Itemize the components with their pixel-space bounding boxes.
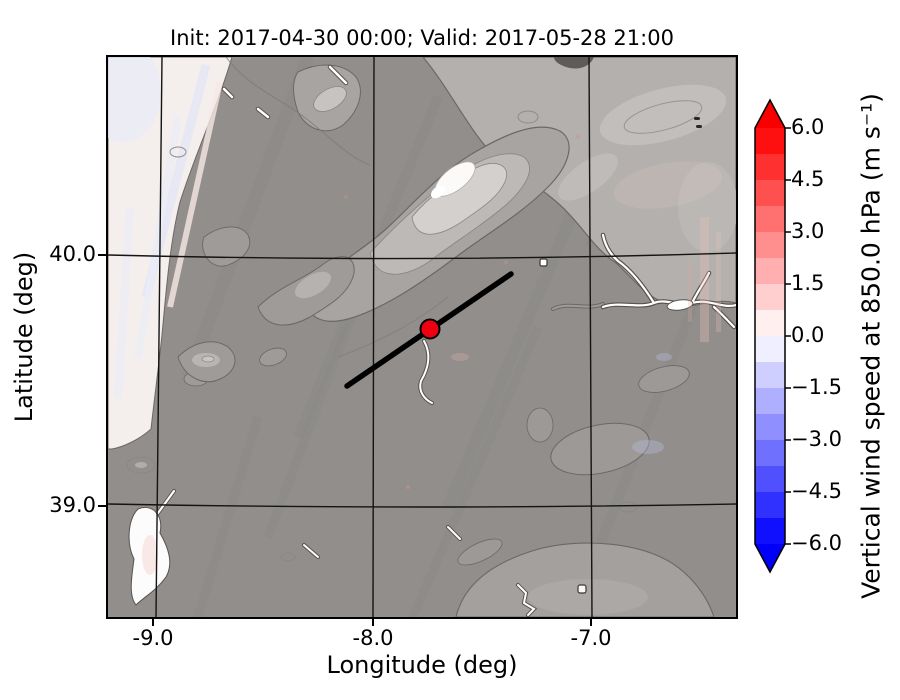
- y-tick-mark: [98, 254, 106, 256]
- river-south: [516, 583, 538, 617]
- colorbar-tick-label: 6.0: [791, 115, 825, 139]
- colorbar-tick-label: 3.0: [791, 219, 825, 243]
- colorbar-tick-label: −1.5: [791, 375, 842, 399]
- plot-title: Init: 2017-04-30 00:00; Valid: 2017-05-2…: [170, 26, 674, 50]
- gridline-lon-9: [155, 57, 163, 617]
- gridline-lon-7: [588, 57, 593, 617]
- y-tick-label: 39.0: [49, 493, 96, 517]
- gridline-lat-39: [108, 503, 736, 508]
- x-tick-mark: [372, 619, 374, 626]
- tagus-estuary: [128, 489, 176, 606]
- colorbar-tick-label: 4.5: [791, 167, 825, 191]
- colorbar-tick-label: 1.5: [791, 271, 825, 295]
- wind-field-tints: [344, 135, 723, 489]
- location-marker: [419, 318, 441, 340]
- colorbar-segments: [755, 128, 785, 544]
- x-tick-label: -7.0: [570, 626, 612, 650]
- y-axis-label: Latitude (deg): [10, 251, 38, 423]
- map-axes: [106, 55, 738, 619]
- rivers: [128, 64, 736, 617]
- x-tick-mark: [152, 619, 154, 626]
- colorbar-tick-label: −4.5: [791, 479, 842, 503]
- colorbar-label: Vertical wind speed at 850.0 hPa (m s⁻¹): [856, 93, 886, 599]
- x-tick-mark: [590, 619, 592, 626]
- terrain-contours: [126, 57, 736, 617]
- x-tick-label: -9.0: [132, 626, 174, 650]
- x-axis-label: Longitude (deg): [326, 651, 518, 679]
- ocean: [108, 57, 233, 450]
- gridlines: [108, 57, 736, 617]
- y-tick-mark: [98, 505, 106, 507]
- map-canvas: [108, 57, 736, 617]
- colorbar-tick-label: −6.0: [791, 531, 842, 555]
- dark-top-feature: [554, 57, 594, 69]
- gridline-lon-8: [372, 57, 375, 617]
- gridline-lat-40: [108, 252, 736, 260]
- river-tagus: [600, 232, 736, 330]
- colorbar-tick-label: 0.0: [791, 323, 825, 347]
- colorbar-tick-label: −3.0: [791, 427, 842, 451]
- y-tick-label: 40.0: [49, 242, 96, 266]
- colorbar-tick-marks: [785, 127, 791, 545]
- river-zezere: [418, 339, 434, 405]
- colorbar-under-arrow: [755, 544, 785, 572]
- x-tick-label: -8.0: [352, 626, 394, 650]
- colorbar: [754, 98, 791, 574]
- colorbar-over-arrow: [755, 100, 785, 128]
